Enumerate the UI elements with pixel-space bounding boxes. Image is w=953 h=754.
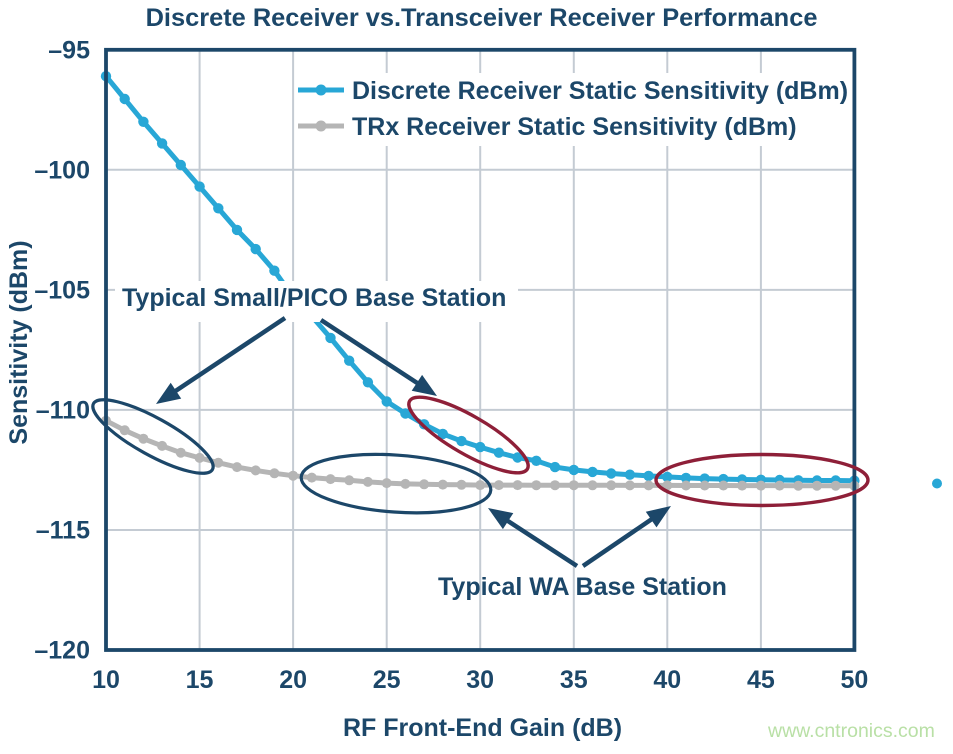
svg-text:15: 15 (186, 666, 214, 694)
svg-text:50: 50 (840, 666, 868, 694)
svg-text:–120: –120 (34, 637, 90, 665)
svg-text:Discrete Receiver vs.Transceiv: Discrete Receiver vs.Transceiver Receive… (146, 4, 818, 32)
svg-text:–115: –115 (36, 516, 90, 544)
svg-text:35: 35 (560, 666, 588, 694)
svg-text:–100: –100 (34, 156, 90, 184)
svg-text:www.cntronics.com: www.cntronics.com (767, 720, 935, 742)
svg-text:Typical WA Base Station: Typical WA Base Station (438, 573, 727, 601)
svg-text:20: 20 (279, 666, 307, 694)
svg-text:–110: –110 (36, 396, 90, 424)
svg-text:TRx Receiver Static Sensitivit: TRx Receiver Static Sensitivity (dBm) (352, 113, 797, 141)
svg-text:30: 30 (466, 666, 494, 694)
svg-text:–95: –95 (48, 36, 90, 64)
svg-text:25: 25 (373, 666, 401, 694)
svg-text:Discrete Receiver Static Sensi: Discrete Receiver Static Sensitivity (dB… (352, 77, 848, 105)
svg-text:45: 45 (747, 666, 775, 694)
svg-text:Sensitivity (dBm): Sensitivity (dBm) (5, 240, 33, 444)
svg-text:–105: –105 (34, 276, 90, 304)
svg-text:RF Front-End Gain (dB): RF Front-End Gain (dB) (343, 714, 622, 742)
svg-text:Typical Small/PICO Base Statio: Typical Small/PICO Base Station (122, 284, 506, 312)
svg-text:10: 10 (92, 666, 120, 694)
svg-text:40: 40 (653, 666, 681, 694)
